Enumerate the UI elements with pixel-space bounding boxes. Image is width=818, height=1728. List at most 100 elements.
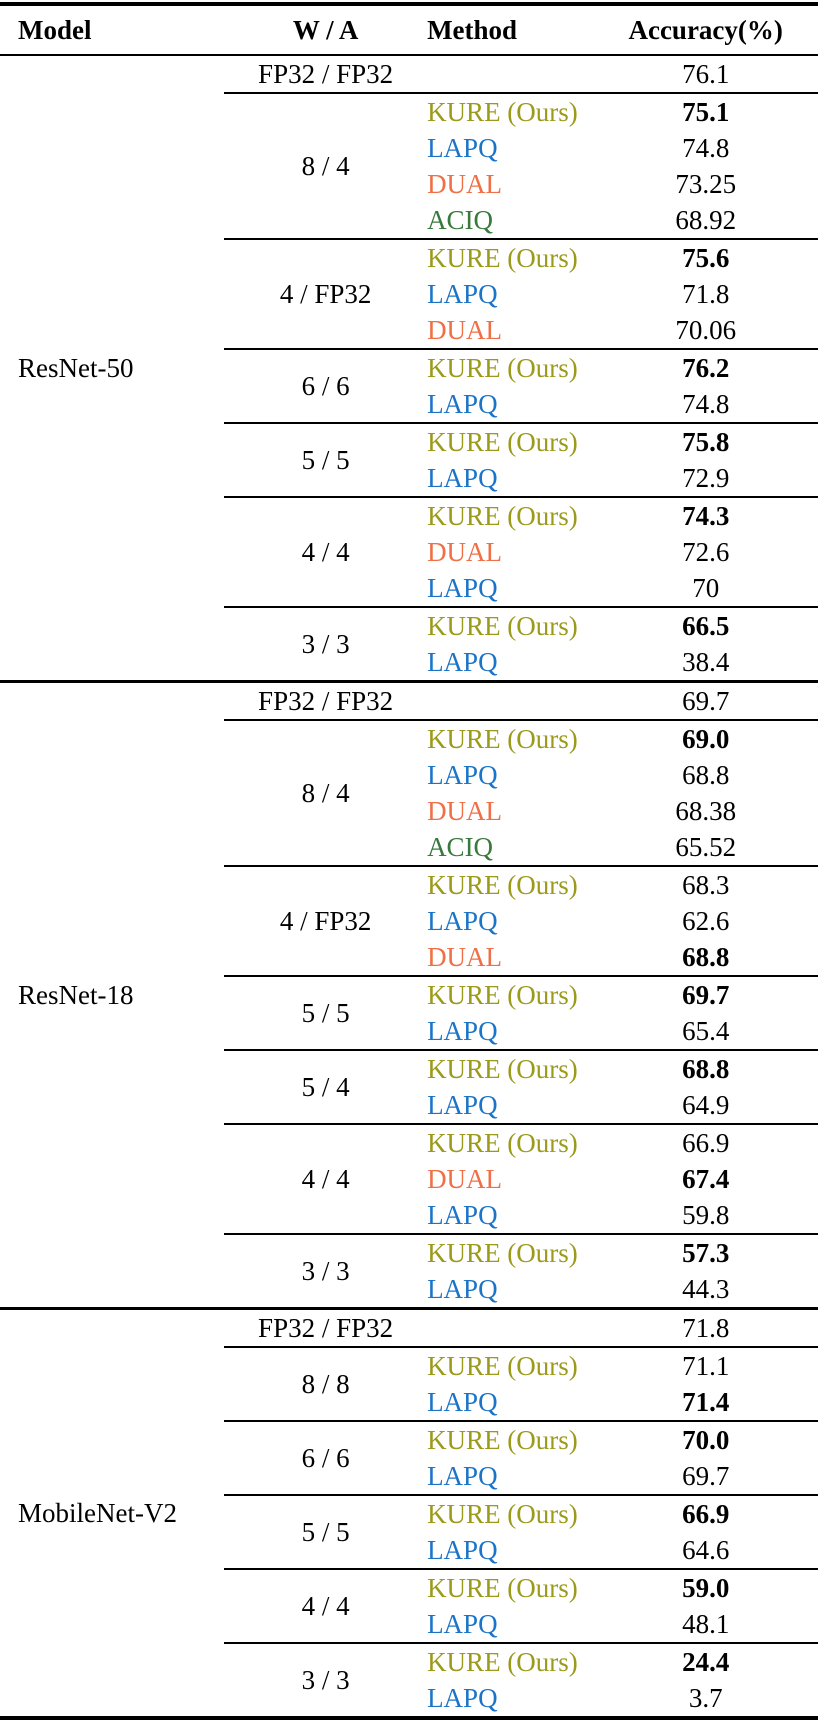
wa-label: 8 / 4: [224, 92, 428, 239]
method-label: LAPQ: [427, 1199, 498, 1230]
table-row: LAPQ 65.4: [0, 1013, 818, 1050]
method-label: KURE (Ours): [427, 1642, 594, 1680]
wa-label: 8 / 8: [224, 1346, 428, 1421]
table-row: LAPQ 74.8: [0, 386, 818, 423]
accuracy-value: 69.7: [682, 1460, 730, 1491]
method-label: DUAL: [427, 314, 503, 345]
accuracy-value: 59.0: [593, 1568, 818, 1606]
table-row: DUAL 70.06: [0, 312, 818, 349]
wa-label: 3 / 3: [224, 1233, 428, 1309]
method-label: LAPQ: [427, 1015, 498, 1046]
method-label: LAPQ: [427, 1089, 498, 1120]
table-row: LAPQ 48.1: [0, 1606, 818, 1643]
accuracy-value: 67.4: [682, 1163, 730, 1194]
table-row: LAPQ 62.6: [0, 903, 818, 939]
accuracy-value: 75.6: [593, 238, 818, 276]
method-label: KURE (Ours): [427, 496, 594, 534]
table-row: 3 / 3 KURE (Ours) 57.3: [0, 1233, 818, 1309]
wa-label: 6 / 6: [224, 1420, 428, 1495]
accuracy-value: 70.06: [675, 314, 737, 345]
method-label: KURE (Ours): [427, 238, 594, 276]
method-label: KURE (Ours): [427, 1346, 594, 1384]
table-row: 8 / 8 KURE (Ours) 71.1: [0, 1346, 818, 1421]
wa-label: 4 / 4: [224, 1568, 428, 1643]
table-row: 5 / 5 KURE (Ours) 69.7: [0, 975, 818, 1050]
table-row: LAPQ 64.6: [0, 1532, 818, 1569]
wa-label: 3 / 3: [224, 1642, 428, 1718]
table-row: 4 / FP32 KURE (Ours) 68.3: [0, 865, 818, 976]
model-section-resnet-50: ResNet-50 FP32 / FP32 76.1 8 / 4 KURE (Ours)…: [0, 55, 818, 682]
accuracy-value: 68.92: [675, 204, 737, 235]
method-label: KURE (Ours): [427, 719, 594, 757]
method-label: ACIQ: [427, 831, 494, 862]
table-row: LAPQ 72.9: [0, 460, 818, 497]
table-row: 3 / 3 KURE (Ours) 24.4: [0, 1642, 818, 1718]
method-label: KURE (Ours): [427, 1233, 594, 1271]
method-label: KURE (Ours): [427, 92, 594, 130]
method-label: LAPQ: [427, 1534, 498, 1565]
accuracy-value: 74.3: [593, 496, 818, 534]
accuracy-value: 68.8: [682, 941, 730, 972]
table-row: 4 / 4 KURE (Ours) 66.9: [0, 1123, 818, 1234]
table-row: 5 / 5 KURE (Ours) 66.9: [0, 1494, 818, 1569]
table-row: LAPQ 68.8: [0, 757, 818, 793]
wa-label: 4 / 4: [224, 1123, 428, 1234]
accuracy-value: 71.8: [682, 278, 730, 309]
wa-label: 6 / 6: [224, 348, 428, 423]
wa-label: 5 / 5: [224, 975, 428, 1050]
header-method: Method: [427, 4, 594, 56]
accuracy-value: 65.52: [675, 831, 737, 862]
table-row: 5 / 5 KURE (Ours) 75.8: [0, 422, 818, 497]
model-section-mobilenet-v2: MobileNet-V2 FP32 / FP32 71.8 8 / 8 KURE (Ou…: [0, 1307, 818, 1718]
table-row: ResNet-50 FP32 / FP32 76.1: [0, 55, 818, 383]
method-empty: [427, 55, 593, 93]
accuracy-value: 38.4: [682, 646, 730, 677]
method-label: KURE (Ours): [427, 1494, 594, 1532]
accuracy-value: 68.38: [675, 795, 737, 826]
method-label: KURE (Ours): [427, 865, 594, 903]
header-wa: W / A: [224, 4, 428, 56]
table-row: LAPQ 71.4: [0, 1384, 818, 1421]
table-row: LAPQ 38.4: [0, 644, 818, 682]
table-header: Model W / A Method Accuracy(%): [0, 4, 818, 56]
accuracy-value: 68.8: [682, 759, 730, 790]
method-label: KURE (Ours): [427, 422, 594, 460]
method-label: ACIQ: [427, 204, 494, 235]
accuracy-value: 48.1: [682, 1608, 730, 1639]
table-row: ACIQ 65.52: [0, 829, 818, 866]
method-label: KURE (Ours): [427, 975, 594, 1013]
method-label: LAPQ: [427, 132, 498, 163]
table-row: DUAL 68.38: [0, 793, 818, 829]
method-label: LAPQ: [427, 572, 498, 603]
model-label: MobileNet-V2: [0, 1307, 225, 1718]
method-label: LAPQ: [427, 278, 498, 309]
table-row: LAPQ 74.8: [0, 130, 818, 166]
method-label: KURE (Ours): [427, 1568, 594, 1606]
method-label: LAPQ: [427, 462, 498, 493]
accuracy-value: 74.8: [682, 388, 730, 419]
accuracy-value: 66.9: [593, 1123, 818, 1161]
table-row: MobileNet-V2 FP32 / FP32 71.8: [0, 1307, 818, 1718]
accuracy-value: 71.1: [593, 1346, 818, 1384]
wa-label: 8 / 4: [224, 719, 428, 866]
table-row: DUAL 73.25: [0, 166, 818, 202]
accuracy-value: 76.2: [593, 348, 818, 386]
table-row: LAPQ 3.7: [0, 1680, 818, 1718]
method-label: LAPQ: [427, 759, 498, 790]
table-row: LAPQ 69.7: [0, 1458, 818, 1495]
accuracy-value: 66.9: [593, 1494, 818, 1532]
accuracy-value: 71.8: [593, 1307, 818, 1347]
accuracy-value: 71.4: [682, 1386, 730, 1417]
accuracy-value: 62.6: [682, 905, 730, 936]
accuracy-value: 24.4: [593, 1642, 818, 1680]
table-row: 4 / FP32 KURE (Ours) 75.6: [0, 238, 818, 349]
table-row: ResNet-18 FP32 / FP32 69.7: [0, 680, 818, 1309]
accuracy-value: 64.9: [682, 1089, 730, 1120]
wa-label: 4 / FP32: [224, 865, 428, 976]
table-row: ACIQ 68.92: [0, 202, 818, 239]
accuracy-value: 69.7: [593, 680, 818, 720]
method-label: LAPQ: [427, 1682, 498, 1713]
accuracy-value: 44.3: [682, 1273, 730, 1304]
method-label: DUAL: [427, 1163, 503, 1194]
